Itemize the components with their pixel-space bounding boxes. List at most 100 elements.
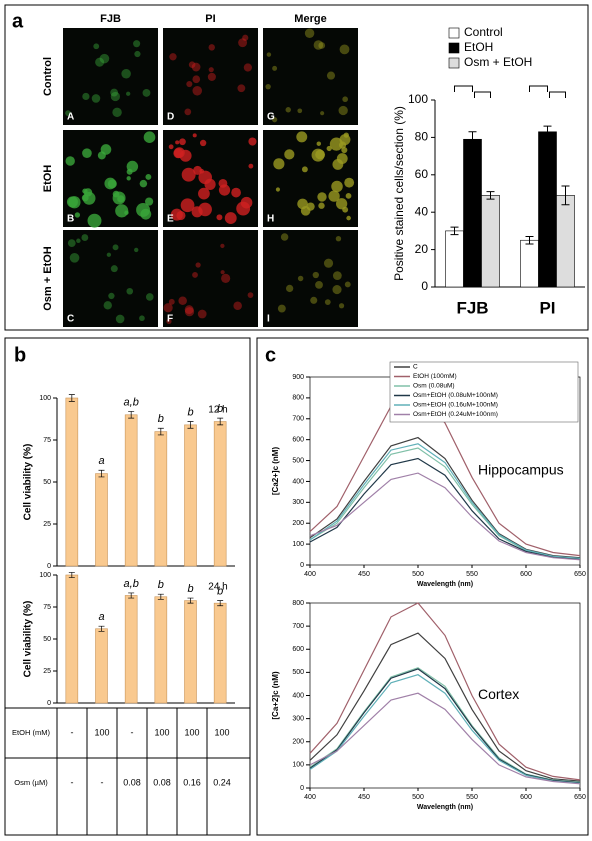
bar [124,414,138,567]
error-bar [187,421,194,429]
cell-blob [178,296,187,305]
bar [556,195,575,288]
bar [154,596,168,704]
annotation: Hippocampus [478,462,564,478]
cell-blob [112,191,126,205]
line-series [309,667,581,783]
cell-blob [326,71,336,80]
cell-blob [335,236,342,242]
line-series [309,632,581,782]
cell-blob [126,160,139,173]
cell-blob [192,133,197,138]
y-tick-label: 50 [43,636,51,643]
annotation: Cortex [478,686,519,702]
cell-blob [81,234,89,242]
bar [184,600,197,704]
cell-blob [207,72,216,81]
y-axis-label: [Ca+2]c (nM) [271,671,280,720]
bar [65,397,79,567]
cell-blob [192,272,198,278]
y-tick-label: 200 [292,520,304,527]
error-bar [543,125,552,138]
cell-blob [285,107,291,113]
cell-blob [297,275,304,282]
x-tick-label: 450 [358,794,370,801]
error-bar [68,394,75,402]
cell-blob [142,88,151,97]
row-label: Control [42,57,54,96]
cell-blob [107,179,117,189]
y-tick-label: 100 [39,395,51,402]
panel-label: a [12,10,24,32]
cell-blob [342,206,349,213]
cell-blob [134,50,141,58]
y-tick-label: 600 [292,646,304,653]
image-letter: I [267,314,270,325]
micrograph [163,28,258,125]
cell-blob [237,84,246,93]
cell-blob [331,180,343,193]
cell-blob [110,91,121,102]
cell-blob [82,148,92,158]
y-tick-label: 500 [292,669,304,676]
bar [463,138,482,288]
bar [213,421,227,567]
y-tick-label: 0 [300,785,304,792]
cell-blob [110,265,118,273]
y-tick-label: 900 [292,374,304,381]
table-cell: 0.24 [213,777,231,787]
significance-letter: b [217,403,223,415]
cell-blob [284,149,295,160]
cell-blob [304,28,315,38]
cell-blob [175,140,180,145]
x-tick-label: 550 [466,794,478,801]
error-bar [561,185,570,206]
cell-blob [271,117,278,123]
cell-blob [82,92,90,101]
x-tick-label: 400 [304,794,316,801]
y-tick-label: 700 [292,623,304,630]
significance-letter: b [217,586,223,598]
cell-blob [248,163,254,169]
cell-blob [265,83,271,90]
y-tick-label: 500 [292,457,304,464]
column-header: Merge [294,13,326,25]
significance-letter: a,b [124,396,139,408]
cell-blob [247,292,254,299]
cell-blob [192,86,203,96]
cell-blob [233,301,242,311]
cell-blob [242,34,249,41]
y-tick-label: 75 [43,604,51,611]
image-letter: F [167,314,173,325]
y-tick-label: 50 [43,479,51,486]
cell-blob [317,192,327,202]
cell-blob [103,301,112,310]
bar [538,131,557,288]
cell-blob [184,108,192,116]
cell-blob [315,149,326,160]
cell-blob [277,304,286,313]
y-tick-label: 20 [415,242,429,256]
bar [184,424,197,567]
cell-blob [285,284,294,293]
error-bar [486,191,495,200]
cell-blob [169,53,177,61]
line-series [309,392,581,557]
cell-blob [168,144,174,150]
cell-blob [272,65,278,71]
cell-blob [115,204,129,218]
micrograph [63,28,158,125]
panel-b-frame [4,337,251,836]
cell-blob [179,149,192,162]
cell-blob [139,179,148,188]
cell-blob [126,176,131,181]
cell-blob [170,208,183,221]
cell-blob [197,309,207,319]
error-bar [525,236,534,245]
cell-blob [332,158,344,170]
table-cell: - [71,727,74,737]
cell-blob [126,91,131,96]
cell-blob [231,187,241,198]
cell-blob [168,298,175,305]
bar [124,595,138,704]
